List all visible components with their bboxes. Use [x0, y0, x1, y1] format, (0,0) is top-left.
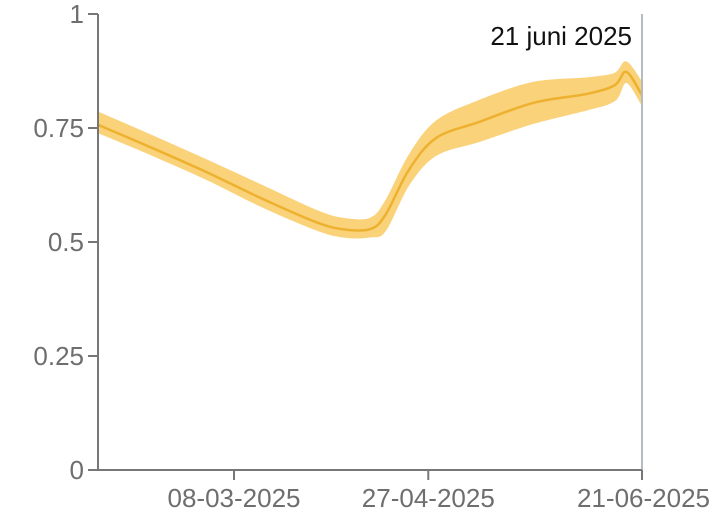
confidence-band [97, 61, 643, 239]
x-tick-label: 21-06-2025 [577, 483, 710, 513]
y-tick-label: 0.5 [48, 227, 84, 257]
y-tick-label: 0.75 [33, 113, 84, 143]
x-tick-label: 08-03-2025 [168, 483, 301, 513]
x-tick-label: 27-04-2025 [362, 483, 495, 513]
annotation: 21 juni 2025 [490, 21, 632, 51]
y-tick-label: 0 [70, 455, 84, 485]
y-tick-label: 0.25 [33, 341, 84, 371]
line [97, 70, 644, 232]
y-tick-label: 1 [70, 0, 84, 29]
